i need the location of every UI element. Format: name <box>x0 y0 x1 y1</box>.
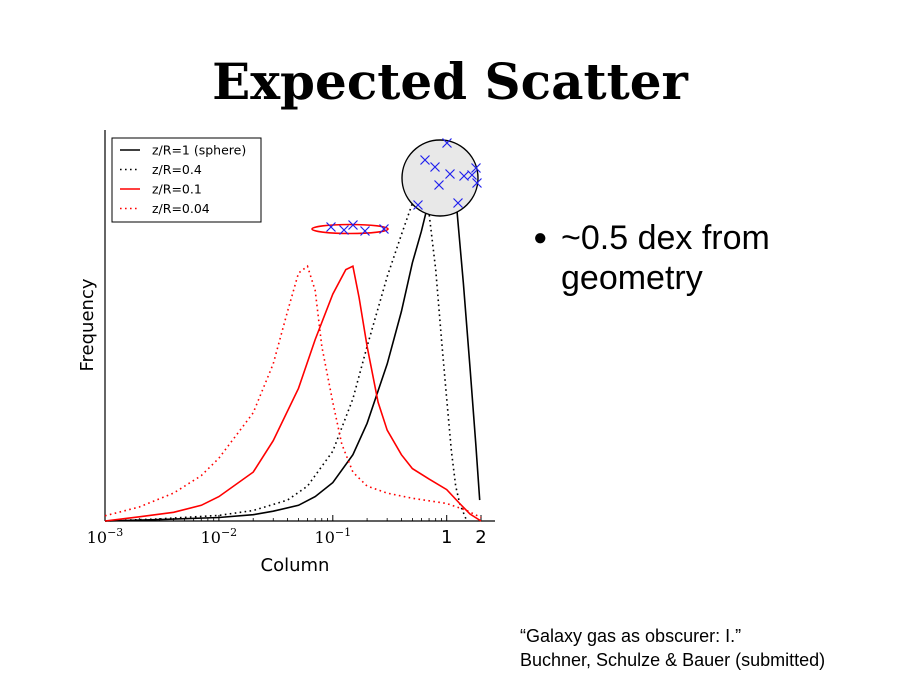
x-marker-icon <box>339 225 349 235</box>
y-axis-label: Frequency <box>77 278 98 371</box>
x-tick-base: 10 <box>315 528 335 547</box>
x-tick-label: 1 <box>441 527 452 548</box>
x-marker-icon <box>379 224 389 234</box>
x-tick-exponent: −1 <box>335 526 351 539</box>
x-marker-icon <box>434 180 444 190</box>
citation-title: “Galaxy gas as obscurer: I.” <box>520 626 742 646</box>
chart-axes <box>104 130 495 522</box>
series-line-2 <box>104 265 482 522</box>
x-ticks: 10−3 10−2 10−1 1 2 <box>87 515 487 548</box>
legend-label: z/R=0.1 <box>152 182 202 197</box>
sphere-sightline-markers <box>413 138 482 210</box>
flattened-ellipsoid-icon <box>311 223 389 235</box>
legend-label: z/R=0.4 <box>152 162 202 177</box>
legend-box <box>111 137 262 223</box>
x-tick-exponent: −3 <box>107 526 123 539</box>
legend-label: z/R=1 (sphere) <box>152 143 246 158</box>
x-tick-label: 2 <box>475 527 486 548</box>
bullet-text: ~0.5 dex from geometry <box>561 219 770 297</box>
x-tick-exponent: −2 <box>221 526 237 539</box>
x-tick-base: 10 <box>201 528 221 547</box>
bullet-dot-icon: ● <box>533 224 548 251</box>
x-tick-label: 10−2 <box>201 526 238 547</box>
x-marker-icon <box>413 200 423 210</box>
x-marker-icon <box>445 169 455 179</box>
legend-label: z/R=0.04 <box>152 201 210 216</box>
x-tick-base: 10 <box>87 528 107 547</box>
x-marker-icon <box>360 226 370 236</box>
slide-title: Expected Scatter <box>212 52 688 111</box>
x-marker-icon <box>442 138 452 148</box>
x-marker-icon <box>472 178 482 188</box>
citation: “Galaxy gas as obscurer: I.” Buchner, Sc… <box>520 624 825 672</box>
citation-authors: Buchner, Schulze & Bauer (submitted) <box>520 650 826 670</box>
x-marker-icon <box>459 171 469 181</box>
series-line-1 <box>104 191 468 522</box>
x-marker-icon <box>471 163 481 173</box>
x-marker-icon <box>348 220 358 230</box>
geometry-illustration <box>311 138 482 236</box>
x-marker-icon <box>467 170 477 180</box>
x-tick-label: 10−3 <box>87 526 124 547</box>
x-tick-label: 10−1 <box>315 526 352 547</box>
sphere-icon <box>401 139 479 217</box>
x-marker-icon <box>420 155 430 165</box>
x-axis-label: Column <box>261 555 330 576</box>
x-marker-icon <box>453 198 463 208</box>
ellipse-sightline-markers <box>326 220 389 236</box>
x-marker-icon <box>326 222 336 232</box>
chart-legend: z/R=1 (sphere) z/R=0.4 z/R=0.1 z/R=0.04 <box>111 137 262 223</box>
x-marker-icon <box>430 162 440 172</box>
series-line-3 <box>104 264 482 519</box>
